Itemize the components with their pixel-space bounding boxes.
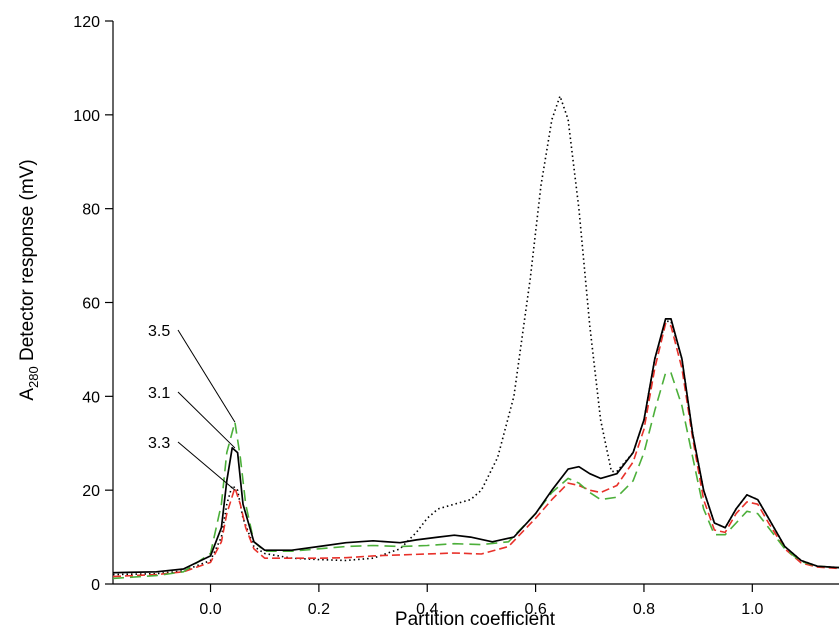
y-tick-label: 100 bbox=[73, 108, 100, 125]
annotation-leader-3-1 bbox=[177, 391, 236, 449]
y-axis-label: A280 Detector response (mV) bbox=[17, 159, 41, 400]
x-tick-label: 0.8 bbox=[633, 601, 655, 618]
annotation-label-3-3: 3.3 bbox=[148, 435, 170, 452]
annotation-leader-3-5 bbox=[177, 329, 236, 423]
x-tick-label: 0.4 bbox=[416, 601, 438, 618]
plot-axes: 0 20 40 60 80 100 120 0.0 0.2 0.4 0.6 0.8 1.0 bbox=[73, 14, 839, 618]
annotation-label-3-1: 3.1 bbox=[148, 385, 170, 402]
x-tick-label: 0.2 bbox=[308, 601, 330, 618]
y-tick-label: 80 bbox=[82, 202, 100, 219]
y-tick-label: 0 bbox=[91, 577, 100, 594]
x-tick-label: 0.6 bbox=[524, 601, 546, 618]
x-tick-label: 0.0 bbox=[199, 601, 221, 618]
y-tick-label: 120 bbox=[73, 14, 100, 31]
x-axis-label: Partition coefficient bbox=[395, 609, 556, 630]
series-line-3-5 bbox=[112, 372, 839, 580]
annotation-label-3-5: 3.5 bbox=[148, 323, 170, 340]
series-line-3-1 bbox=[112, 318, 839, 574]
y-axis-label-rest: Detector response (mV) bbox=[17, 159, 38, 366]
series-line-3-3 bbox=[112, 322, 839, 578]
annotation-leader-3-3 bbox=[177, 441, 236, 491]
y-axis-label-main: A bbox=[17, 388, 38, 401]
y-tick-label: 20 bbox=[82, 483, 100, 500]
y-tick-label: 60 bbox=[82, 296, 100, 313]
series-layer bbox=[112, 95, 839, 580]
x-tick-label: 1.0 bbox=[741, 601, 763, 618]
annotations: 3.5 3.1 3.3 bbox=[148, 323, 236, 491]
y-axis-label-sub: 280 bbox=[26, 366, 41, 388]
y-tick-label: 40 bbox=[82, 389, 100, 406]
